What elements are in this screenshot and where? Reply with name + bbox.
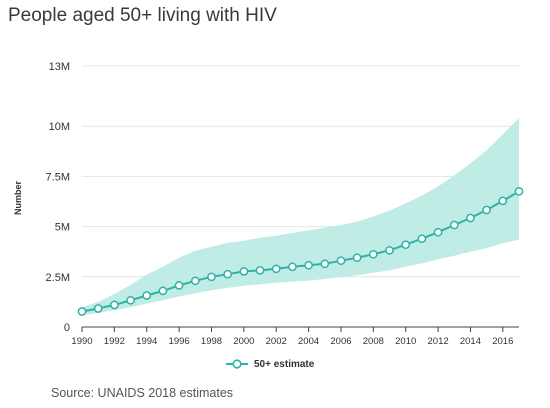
x-tick-label: 2014 — [460, 336, 481, 347]
x-tick-label: 1998 — [201, 336, 222, 347]
x-tick-label: 2006 — [330, 336, 351, 347]
data-point[interactable] — [498, 196, 508, 206]
data-point[interactable] — [93, 304, 103, 313]
y-tick-label: 2.5M — [46, 272, 70, 284]
data-point[interactable] — [239, 267, 249, 276]
data-point[interactable] — [417, 234, 427, 244]
x-tick-label: 2016 — [492, 336, 513, 347]
y-tick-label: 0 — [64, 322, 70, 334]
x-tick-label: 1990 — [71, 336, 92, 347]
data-point[interactable] — [126, 295, 135, 305]
data-point[interactable] — [466, 213, 475, 223]
data-point[interactable] — [142, 291, 152, 300]
uncertainty-band — [82, 118, 519, 316]
x-tick-label: 1994 — [136, 336, 157, 347]
data-point[interactable] — [190, 276, 200, 286]
data-point[interactable] — [174, 281, 184, 290]
data-point[interactable] — [77, 307, 87, 316]
source-note: Source: UNAIDS 2018 estimates — [51, 386, 234, 400]
data-point[interactable] — [368, 249, 378, 259]
data-point[interactable] — [482, 205, 491, 215]
y-axis-ticks: 0 2.5M 5M 7.5M 10M 13M — [46, 61, 70, 334]
data-point[interactable] — [449, 220, 459, 230]
y-tick-label: 10M — [49, 121, 70, 133]
uncertainty-band-area — [82, 118, 519, 316]
y-axis-label: Number — [13, 180, 23, 216]
data-point[interactable] — [271, 264, 281, 274]
data-point[interactable] — [401, 240, 411, 250]
data-point[interactable] — [433, 227, 443, 237]
data-point[interactable] — [223, 269, 233, 279]
y-tick-label: 13M — [49, 61, 70, 73]
series-line-layer — [81, 190, 520, 313]
data-point[interactable] — [336, 256, 346, 266]
x-tick-label: 2012 — [428, 336, 449, 347]
data-point[interactable] — [514, 186, 524, 196]
data-point[interactable] — [110, 300, 119, 310]
x-tick-label: 1992 — [104, 336, 125, 347]
data-point[interactable] — [352, 253, 362, 263]
legend-label: 50+ estimate — [254, 358, 315, 370]
data-point[interactable] — [288, 262, 297, 272]
x-tick-label: 2010 — [395, 336, 416, 347]
data-points — [77, 186, 524, 316]
series-line-50-plus-estimate — [81, 190, 520, 313]
data-point[interactable] — [304, 260, 313, 270]
data-point[interactable] — [255, 266, 265, 275]
chart-title: People aged 50+ living with HIV — [8, 5, 277, 26]
data-point[interactable] — [320, 259, 330, 269]
data-point[interactable] — [207, 272, 216, 282]
x-tick-label: 2004 — [298, 336, 319, 347]
x-tick-label: 2002 — [266, 336, 287, 347]
legend[interactable]: 50+ estimate — [226, 358, 314, 370]
data-point[interactable] — [158, 286, 168, 296]
x-tick-label: 2000 — [233, 336, 254, 347]
data-point[interactable] — [385, 245, 394, 255]
x-axis-ticks: 1990 1992 1994 1996 1998 2000 2002 2004 2006 2008… — [71, 327, 513, 347]
y-tick-label: 5M — [55, 222, 70, 234]
x-tick-label: 1996 — [169, 336, 190, 347]
y-tick-label: 7.5M — [46, 171, 70, 183]
legend-line-marker-icon — [226, 359, 248, 369]
x-tick-label: 2008 — [363, 336, 384, 347]
